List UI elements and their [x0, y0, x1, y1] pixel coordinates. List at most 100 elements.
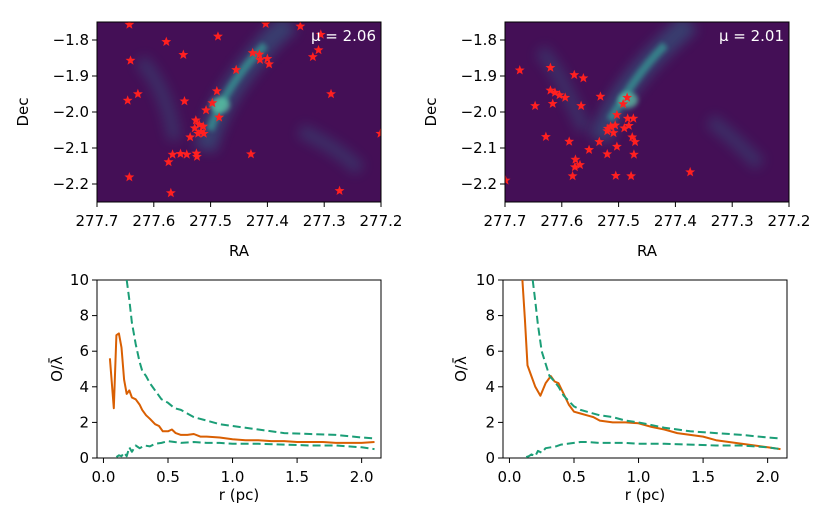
star-marker [627, 132, 638, 142]
star-marker [191, 148, 202, 158]
star-marker [313, 44, 324, 55]
star-marker [192, 151, 202, 161]
x-tick-label: 277.3 [711, 212, 754, 230]
x-tick-label: 1.0 [627, 468, 651, 486]
star-marker [530, 100, 541, 111]
star-marker [124, 171, 135, 182]
x-tick-label: 277.5 [189, 212, 232, 230]
star-marker [161, 36, 172, 47]
x-tick-label: 277.6 [132, 212, 175, 230]
star-marker [260, 22, 271, 29]
y-tick-label: −1.9 [461, 67, 497, 85]
star-marker [207, 97, 218, 108]
y-tick-label: 10 [70, 271, 89, 289]
y-ticks: −1.8 −1.9 −2.0 −2.1 −2.2 [461, 31, 505, 193]
star-marker [295, 22, 306, 31]
x-axis-label: r (pc) [219, 486, 259, 504]
star-marker [198, 128, 209, 138]
star-marker [245, 148, 256, 159]
y-tick-label: −2.2 [461, 175, 497, 193]
y-ticks: 0 2 4 6 8 10 [70, 271, 97, 467]
star-marker [628, 149, 639, 159]
y-tick-label: 8 [79, 307, 89, 325]
x-tick-label: 277.7 [76, 212, 119, 230]
star-marker [190, 115, 201, 125]
star-marker [165, 187, 176, 198]
x-tick-label: 2.0 [756, 468, 780, 486]
star-marker [545, 62, 556, 72]
x-axis-label: RA [229, 242, 250, 260]
y-tick-label: 8 [485, 307, 495, 325]
series-line-lower-envelope [525, 441, 781, 458]
x-tick-label: 1.5 [691, 468, 715, 486]
star-marker [163, 156, 174, 167]
star-marker [622, 92, 633, 102]
y-tick-label: −2.1 [461, 139, 497, 157]
star-marker [554, 89, 565, 100]
y-tick-label: −1.8 [53, 31, 89, 49]
series-line-upper-envelope [531, 280, 781, 440]
star-marker [213, 31, 223, 41]
star-marker [595, 91, 606, 101]
star-marker [594, 136, 605, 147]
star-marker [570, 154, 581, 164]
star-marker [185, 132, 196, 142]
star-marker [610, 170, 621, 180]
series-line-observed [108, 332, 375, 444]
x-tick-label: 277.2 [360, 212, 403, 230]
y-axis-label: O/λ̄ [47, 356, 66, 382]
star-marker [602, 125, 613, 136]
sky-map-left: μ = 2.06 277.7 277.6 277.5 277.4 277.3 277.2 … [14, 21, 403, 260]
star-marker [623, 120, 634, 130]
star-marker [611, 141, 622, 151]
star-marker [326, 88, 336, 99]
series-line-observed [521, 280, 781, 451]
x-tick-label: 0.5 [156, 468, 180, 486]
star-marker [560, 92, 571, 102]
star-marker [255, 54, 265, 65]
star-marker [175, 148, 186, 158]
star-marker [211, 85, 222, 96]
x-tick-label: 277.3 [303, 212, 346, 230]
star-marker [685, 166, 696, 177]
x-axis-label: r (pc) [625, 486, 665, 504]
x-tick-label: 277.2 [768, 212, 811, 230]
star-marker [608, 127, 619, 138]
star-marker [611, 109, 622, 120]
star-marker [231, 64, 242, 75]
profile-plot-right: 0.0 0.5 1.0 1.5 2.0 0 2 4 6 8 10 r (pc) O/λ̄ [451, 271, 788, 504]
star-marker [575, 159, 585, 170]
x-tick-label: 277.5 [597, 212, 640, 230]
star-marker [179, 96, 190, 106]
y-tick-label: 2 [485, 413, 495, 431]
star-marker [545, 85, 556, 95]
y-tick-label: −2.0 [461, 103, 497, 121]
star-marker [626, 170, 637, 181]
star-marker [334, 185, 345, 196]
star-marker [547, 98, 558, 108]
x-ticks: 277.7 277.6 277.5 277.4 277.3 277.2 [76, 202, 403, 230]
x-tick-label: 277.4 [654, 212, 697, 230]
y-tick-label: 4 [79, 378, 89, 396]
star-marker [628, 113, 639, 123]
y-tick-label: 0 [485, 449, 495, 467]
y-axis-label: O/λ̄ [451, 356, 470, 382]
x-ticks: 0.0 0.5 1.0 1.5 2.0 [92, 458, 374, 486]
star-marker [375, 128, 381, 138]
star-marker [514, 65, 525, 75]
star-marker [578, 72, 589, 83]
sky-map-right: μ = 2.01 277.7 277.6 277.5 277.4 277.3 277.2 … [422, 21, 811, 260]
star-marker [122, 95, 133, 105]
star-marker [564, 136, 575, 146]
star-markers [505, 62, 696, 185]
series-lines [108, 280, 375, 458]
x-tick-label: 277.6 [540, 212, 583, 230]
x-tick-label: 277.7 [484, 212, 527, 230]
x-tick-label: 277.4 [246, 212, 289, 230]
star-marker [262, 53, 273, 63]
y-tick-label: −1.9 [53, 67, 89, 85]
x-tick-label: 0.0 [498, 468, 522, 486]
star-marker [619, 123, 630, 133]
star-marker [196, 126, 206, 137]
x-tick-label: 1.0 [221, 468, 245, 486]
